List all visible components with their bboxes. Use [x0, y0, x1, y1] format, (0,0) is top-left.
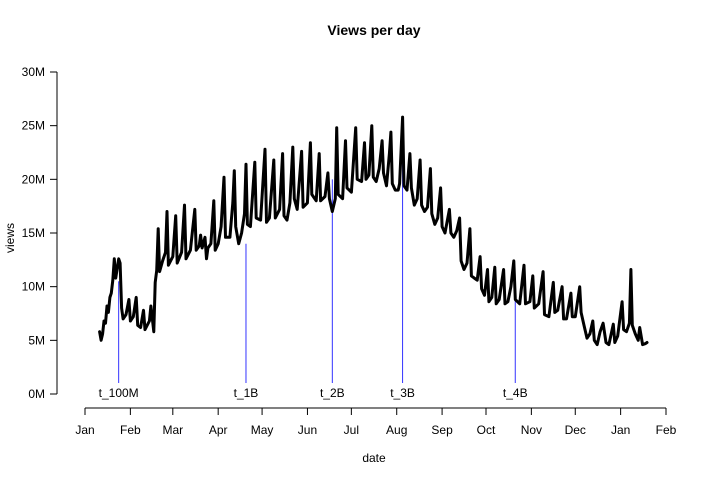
x-tick-label: Apr [209, 423, 228, 437]
x-tick-label: Jan [75, 423, 94, 437]
annotation-label: t_4B [503, 386, 528, 400]
series-line [98, 115, 649, 347]
y-tick-label: 15M [22, 226, 45, 240]
annotation-label: t_2B [320, 386, 345, 400]
annotation-label: t_1B [234, 386, 259, 400]
x-tick-label: Oct [477, 423, 496, 437]
x-tick-label: Feb [120, 423, 141, 437]
annotation-layer: t_100M t_1B t_2B t_3B t_4B [99, 149, 528, 400]
annotation-label: t_3B [390, 386, 415, 400]
x-tick-label: Nov [521, 423, 542, 437]
x-tick-label: Aug [386, 423, 407, 437]
x-axis: Jan Feb Mar Apr May Jun Jul Aug Sep Oct Nov Dec Jan F… [75, 407, 677, 437]
y-tick-label: 10M [22, 280, 45, 294]
x-tick-label: Mar [162, 423, 183, 437]
x-tick-label: Sep [431, 423, 453, 437]
x-tick-label: Jan [611, 423, 630, 437]
x-tick-label: May [251, 423, 274, 437]
y-tick-label: 5M [28, 333, 45, 347]
annotation-label: t_100M [99, 386, 139, 400]
x-tick-label: Feb [656, 423, 677, 437]
x-tick-label: Jun [298, 423, 317, 437]
chart-title: Views per day [327, 22, 420, 38]
y-tick-label: 30M [22, 65, 45, 79]
y-tick-label: 0M [28, 387, 45, 401]
x-tick-label: Dec [565, 423, 586, 437]
x-tick-label: Jul [344, 423, 359, 437]
y-tick-label: 25M [22, 119, 45, 133]
y-axis-label: views [3, 223, 17, 253]
y-tick-label: 20M [22, 172, 45, 186]
y-axis: 0M 5M 10M 15M 20M 25M 30M [22, 65, 58, 401]
x-axis-label: date [362, 451, 386, 465]
series-layer [98, 115, 649, 347]
